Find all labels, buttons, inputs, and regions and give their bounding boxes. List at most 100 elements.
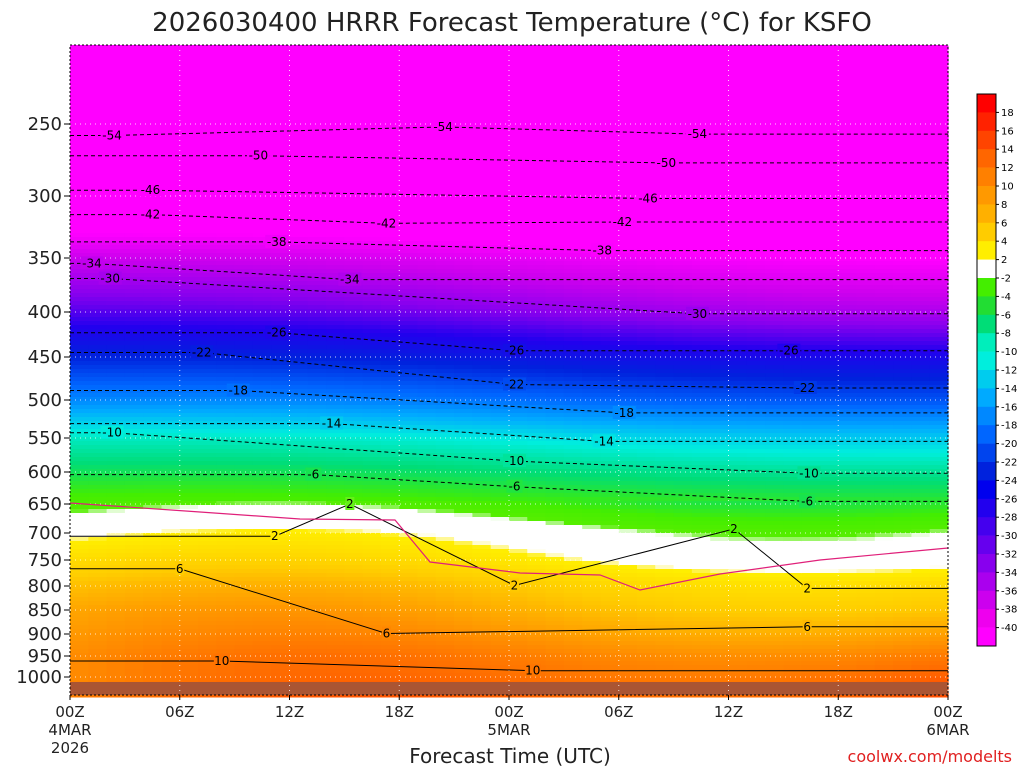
temperature-cell [124, 265, 144, 270]
temperature-cell [417, 269, 437, 274]
temperature-cell [417, 677, 437, 682]
temperature-cell [143, 393, 163, 398]
temperature-cell [490, 509, 510, 514]
temperature-cell [472, 61, 492, 66]
temperature-cell [472, 393, 492, 398]
temperature-cell [563, 245, 583, 250]
temperature-cell [143, 561, 163, 566]
temperature-cell [106, 417, 126, 422]
temperature-cell [289, 533, 309, 538]
temperature-cell [399, 185, 419, 190]
temperature-cell [381, 377, 400, 382]
temperature-cell [527, 641, 547, 646]
temperature-cell [124, 357, 144, 362]
temperature-cell [362, 477, 382, 482]
temperature-cell [106, 97, 126, 102]
temperature-cell [307, 565, 327, 570]
temperature-cell [399, 413, 419, 418]
temperature-cell [234, 221, 254, 226]
temperature-cell [490, 253, 510, 258]
temperature-cell [472, 621, 492, 626]
temperature-cell [472, 693, 492, 698]
temperature-cell [143, 553, 163, 558]
temperature-cell [545, 85, 565, 90]
temperature-cell [527, 373, 547, 378]
temperature-cell [161, 181, 181, 186]
temperature-cell [234, 401, 254, 406]
temperature-cell [417, 93, 437, 98]
temperature-cell [198, 417, 217, 422]
temperature-cell [198, 337, 217, 342]
temperature-cell [417, 465, 437, 470]
temperature-cell [435, 141, 455, 146]
temperature-cell [161, 601, 181, 606]
temperature-cell [344, 381, 364, 386]
temperature-cell [106, 181, 126, 186]
temperature-cell [417, 309, 437, 314]
temperature-cell [563, 153, 583, 158]
temperature-cell [198, 309, 217, 314]
temperature-cell [435, 473, 455, 478]
temperature-cell [381, 597, 400, 602]
temperature-cell [582, 581, 602, 586]
temperature-cell [161, 653, 181, 658]
temperature-cell [289, 285, 309, 290]
temperature-cell [472, 57, 492, 62]
temperature-cell [161, 637, 181, 642]
temperature-cell [582, 449, 602, 454]
temperature-cell [381, 213, 400, 218]
temperature-cell [326, 353, 345, 358]
temperature-cell [344, 441, 364, 446]
temperature-cell [106, 665, 126, 670]
temperature-cell [161, 453, 181, 458]
temperature-cell [362, 77, 382, 82]
temperature-cell [527, 141, 547, 146]
temperature-cell [563, 209, 583, 214]
temperature-cell [490, 525, 510, 530]
temperature-cell [161, 469, 181, 474]
temperature-cell [454, 669, 473, 674]
temperature-cell [307, 117, 327, 122]
temperature-cell [271, 125, 291, 130]
temperature-cell [198, 325, 217, 330]
temperature-cell [399, 569, 419, 574]
temperature-cell [435, 349, 455, 354]
temperature-cell [70, 193, 89, 198]
temperature-cell [381, 281, 400, 286]
temperature-cell [417, 297, 437, 302]
temperature-cell [454, 429, 473, 434]
temperature-cell [399, 421, 419, 426]
temperature-cell [179, 113, 199, 118]
temperature-cell [362, 529, 382, 534]
temperature-cell [472, 413, 492, 418]
temperature-cell [399, 69, 419, 74]
temperature-cell [252, 389, 272, 394]
temperature-cell [289, 593, 309, 598]
temperature-cell [454, 569, 473, 574]
temperature-cell [88, 189, 108, 194]
temperature-cell [381, 81, 400, 86]
temperature-cell [124, 569, 144, 574]
temperature-cell [435, 73, 455, 78]
temperature-cell [106, 173, 126, 178]
temperature-cell [307, 105, 327, 110]
temperature-cell [381, 509, 400, 514]
temperature-cell [454, 577, 473, 582]
temperature-cell [161, 497, 181, 502]
temperature-cell [454, 129, 473, 134]
temperature-cell [161, 489, 181, 494]
temperature-cell [124, 89, 144, 94]
temperature-cell [399, 593, 419, 598]
temperature-cell [179, 317, 199, 322]
temperature-cell [198, 389, 217, 394]
temperature-cell [362, 437, 382, 442]
temperature-cell [490, 485, 510, 490]
temperature-cell [289, 373, 309, 378]
temperature-cell [582, 489, 602, 494]
temperature-cell [289, 441, 309, 446]
temperature-cell [326, 429, 345, 434]
temperature-cell [344, 593, 364, 598]
temperature-cell [88, 361, 108, 366]
temperature-cell [545, 69, 565, 74]
temperature-cell [618, 329, 638, 334]
